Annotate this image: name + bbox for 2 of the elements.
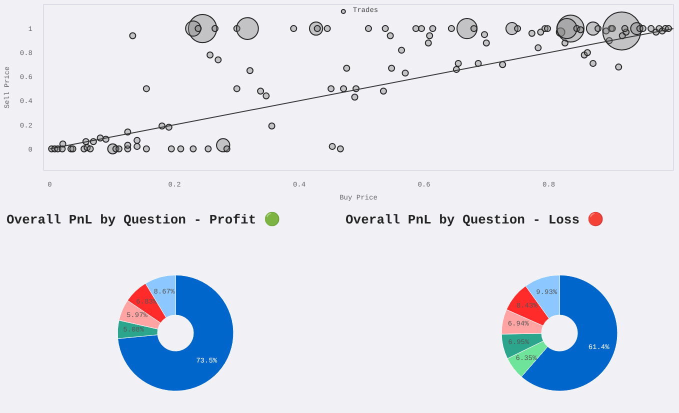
chart-title: Overall PnL by Question - Loss 🔴 [346,212,604,228]
chart-title: Overall PnL by Question - Profit 🟢 [6,212,280,228]
